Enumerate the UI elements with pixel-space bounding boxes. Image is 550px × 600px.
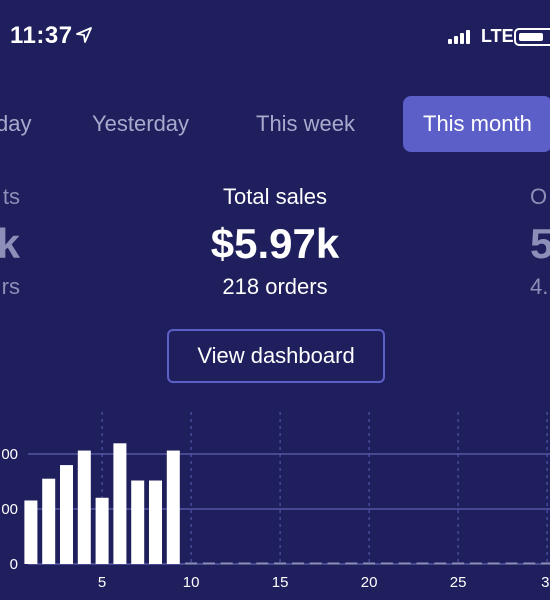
x-tick-label: 10 (183, 574, 200, 591)
signal-icon (448, 30, 470, 44)
tab-yesterday[interactable]: Yesterday (92, 111, 190, 136)
chart-bar[interactable] (131, 480, 145, 564)
chart-bar[interactable] (149, 480, 162, 564)
network-type: LTE (481, 26, 514, 46)
sales-bar-chart: 0 00 00 5 10 15 20 25 3 (0, 400, 550, 600)
chart-bar[interactable] (77, 450, 91, 564)
stat-left-value: k (0, 220, 20, 267)
chart-bar[interactable] (42, 478, 56, 564)
y-tick-label: 0 (10, 556, 18, 573)
stat-right-value: 5 (530, 220, 550, 267)
x-tick-label: 5 (98, 574, 106, 591)
stat-left-sub: rs (1, 274, 20, 299)
stat-right-sub: 4. (530, 274, 549, 299)
chart-bar[interactable] (95, 497, 109, 564)
x-tick-label: 25 (450, 574, 467, 591)
total-sales-card: Total sales $5.97k 218 orders (0, 184, 550, 300)
date-range-tabs: day Yesterday This week This month (0, 96, 550, 152)
chart-bar[interactable] (24, 500, 38, 564)
orders-count: 218 orders (222, 274, 328, 299)
x-tick-label: 20 (361, 574, 378, 591)
chart-bar[interactable] (60, 465, 73, 564)
view-dashboard-button[interactable]: View dashboard (167, 329, 385, 383)
status-time: 11:37 (10, 22, 73, 49)
stat-right-card[interactable]: O 5 4. (530, 184, 550, 300)
status-bar: 11:37 LTE (0, 0, 550, 70)
total-sales-value: $5.97k (210, 220, 340, 267)
stat-right-label: O (530, 184, 548, 209)
battery-icon (514, 28, 550, 46)
x-tick-label: 3 (541, 574, 549, 591)
chart-bar[interactable] (166, 450, 180, 564)
tab-this-week[interactable]: This week (256, 111, 356, 136)
y-tick-label: 00 (1, 501, 18, 518)
total-sales-label: Total sales (223, 184, 327, 209)
location-arrow-icon (76, 27, 92, 43)
tab-this-month[interactable]: This month (403, 96, 550, 152)
stat-left-card[interactable]: ts k rs (0, 184, 20, 300)
x-tick-label: 15 (272, 574, 289, 591)
chart-bar[interactable] (113, 443, 127, 564)
stat-left-label: ts (2, 184, 20, 209)
y-tick-label: 00 (1, 446, 18, 463)
tab-today[interactable]: day (0, 111, 32, 136)
